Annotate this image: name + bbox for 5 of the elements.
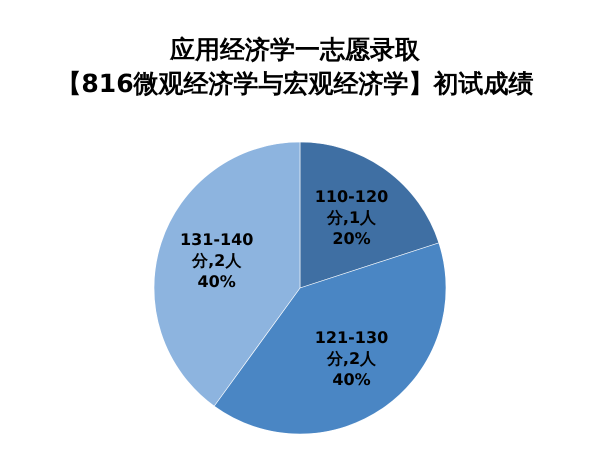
chart-title: 应用经济学一志愿录取 bbox=[170, 34, 420, 66]
slice-label: 131-140分,2人 40% bbox=[178, 229, 254, 292]
slice-label: 110-120分,1人 20% bbox=[314, 186, 390, 249]
chart-subtitle: 【816微观经济学与宏观经济学】初试成绩 bbox=[56, 68, 534, 100]
slice-label: 121-130分,2人 40% bbox=[314, 327, 390, 390]
